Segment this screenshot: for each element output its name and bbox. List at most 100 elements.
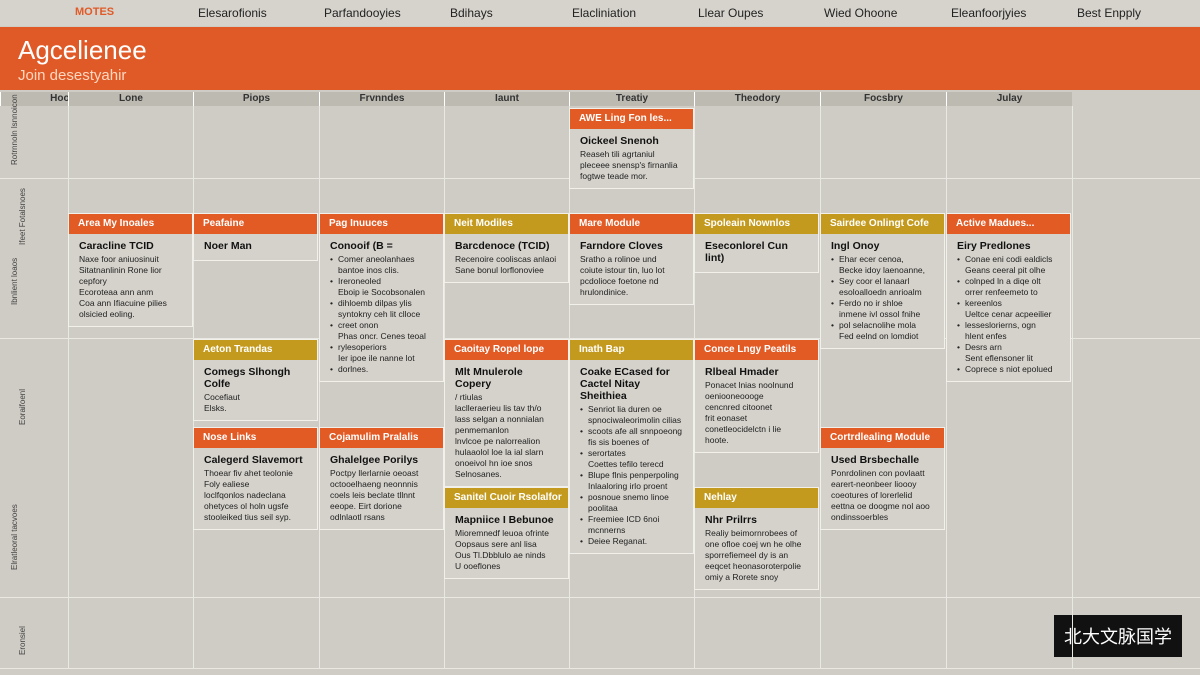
body-line: onoeivol hn ioe snos	[455, 458, 533, 468]
body-line: Ous Tl.Dbblulo ae ninds	[455, 550, 546, 560]
card-title: Ghalelgee Porilys	[330, 454, 419, 466]
card-body: Ponrdolinen con povlaatt earert-neonbeer …	[821, 468, 944, 529]
card-body: Thoear fiv ahet teolonie Foly ealiese locl…	[194, 468, 317, 529]
body-line: Recenoire cooliscas anlaoi	[455, 254, 557, 264]
row-label: Eoraifoenl	[18, 388, 27, 425]
card-body: • Ehar ecer cenoa, Becke idoy laenoanne, • S…	[821, 254, 944, 348]
card[interactable]: Conce Lngy Peatils Rlbeal Hmader Ponacet l…	[694, 339, 819, 453]
card[interactable]: Sanitel Cuoir Rsolalfor Mapniice I Bebuno…	[444, 487, 569, 579]
nav-item[interactable]: Llear Oupes	[698, 6, 764, 20]
body-line: • colnped ln a diqe olt	[957, 276, 1041, 286]
nav-item[interactable]: Elacliniation	[572, 6, 637, 20]
card-title: Noer Man	[204, 240, 252, 252]
body-line: syntokny ceh lit clloce	[338, 309, 421, 319]
column-header: Theodory	[694, 92, 820, 106]
body-line: Realiy beimornrobees of	[705, 528, 798, 538]
body-line: Poctpy llerlarnie oeoast	[330, 468, 419, 478]
body-line: ondinssoerbles	[831, 512, 889, 522]
card-body: / rtiulas laclleraerieu lis tav th/o lass …	[445, 392, 568, 486]
card-title: Nhr Prilrrs	[705, 514, 757, 526]
card[interactable]: Caoitay Ropel lope Mlt Mnulerole Copery / …	[444, 339, 569, 487]
card-body: Reaseh tili agrtaniul pleceee snensp's fi…	[570, 149, 693, 188]
body-line: Elsks.	[204, 403, 227, 413]
column-header: Focsbry	[820, 92, 946, 106]
body-line: • dihloemb dilpas ylis	[330, 298, 412, 308]
bullet: •	[831, 276, 834, 286]
bullet: •	[957, 298, 960, 308]
body-line: Fed eelnd on lomdiot	[839, 331, 919, 341]
body-line: • Ireroneoled	[330, 276, 382, 286]
card-header: Peafaine	[194, 214, 317, 234]
body-line: Ponacet lnias noolnund	[705, 380, 794, 390]
body-line: lass selgan a nonnialan	[455, 414, 544, 424]
bullet: •	[330, 254, 333, 264]
body-line: coels leis beclate tllnnt	[330, 490, 416, 500]
title: Agcelienee	[18, 35, 147, 65]
card-header: Caoitay Ropel lope	[445, 340, 568, 360]
card[interactable]: Sairdee Onlingt Cofe Ingl Onoy • Ehar ecer …	[820, 213, 945, 349]
card-body: • Senriot lia duren oe spnociwaleorimolin …	[570, 404, 693, 553]
card-body: Recenoire cooliscas anlaoi Sane bonul lor…	[445, 254, 568, 282]
card[interactable]: Peafaine Noer Man	[193, 213, 318, 261]
body-line: Phas oncr. Cenes teoal	[338, 331, 426, 341]
body-line: esoloalloedn anrioalm	[839, 287, 922, 297]
nav-item[interactable]: Best Enpply	[1077, 6, 1142, 20]
card[interactable]: Active Madues... Eiry Predlones • Conae eni…	[946, 213, 1071, 382]
card-header: Nehlay	[695, 488, 818, 508]
brand[interactable]: MOTES	[75, 6, 115, 18]
card[interactable]: Pag Inuuces Conooif (B = • Comer aneolanhae…	[319, 213, 444, 382]
body-line: • posnoue snemo linoe	[580, 492, 669, 502]
body-line: hulaaolol loe la ial slarn	[455, 447, 544, 457]
body-line: penmemanlon	[455, 425, 509, 435]
card[interactable]: Area My Inoales Caracline TCID Naxe foor a…	[68, 213, 193, 327]
body-line: Sent eflensoner lit	[965, 353, 1034, 363]
row-label: Rotrnnoln lsnnoicon	[10, 94, 19, 165]
nav-item[interactable]: Elesarofionis	[198, 6, 267, 20]
card[interactable]: Cortrdlealing Module Used Brsbechalle Ponr…	[820, 427, 945, 530]
body-line: U ooeflones	[455, 561, 501, 571]
bullet: •	[957, 254, 960, 264]
card-header: Pag Inuuces	[320, 214, 443, 234]
card[interactable]: Aeton Trandas Comegs Slhongh Colfe Cocefia…	[193, 339, 318, 421]
body-line: Naxe foor aniuosinuit	[79, 254, 159, 264]
card[interactable]: Cojamulim Pralalis Ghalelgee Porilys Poctp…	[319, 427, 444, 530]
card[interactable]: Inath Bap Coake ECased for Cactel Nitay S…	[569, 339, 694, 554]
card[interactable]: Nehlay Nhr Prilrrs Realiy beimornrobees of…	[694, 487, 819, 590]
bullet: •	[330, 276, 333, 286]
card[interactable]: Spoleain Nownlos Eseconlorel Cun lint)	[694, 213, 819, 273]
body-line: • creet onon	[330, 320, 379, 330]
bullet: •	[957, 320, 960, 330]
body-line: • Deiee Reganat.	[580, 536, 648, 546]
watermark: 北大文脉国学	[1054, 615, 1182, 657]
card[interactable]: Mare Module Farndore Cloves Sratho a rolin…	[569, 213, 694, 305]
body-line: orrer renfeemeto to	[965, 287, 1038, 297]
column-header: Piops	[193, 92, 319, 106]
header: Agcelienee Join desestyahir	[0, 27, 1200, 90]
row-label: Ibnlient loaos	[10, 257, 19, 305]
body-line: Mioremnedf leuoa ofrinte	[455, 528, 550, 538]
nav-item[interactable]: Bdihays	[450, 6, 493, 20]
body-line: Becke idoy laenoanne,	[839, 265, 926, 275]
body-line: hlent enfes	[965, 331, 1007, 341]
body-line: • Desrs arn	[957, 342, 1002, 352]
body-line: one ofloe coej wn he olhe	[705, 539, 802, 549]
card[interactable]: AWE Ling Fon les... Oickeel Snenoh Reaseh …	[569, 108, 694, 189]
body-line: • Blupe flnis penperpoling	[580, 470, 679, 480]
card[interactable]: Nose Links Calegerd Slavemort Thoear fiv a…	[193, 427, 318, 530]
nav-item[interactable]: Wied Ohoone	[824, 6, 898, 20]
body-line: coeotures of lorerlelid	[831, 490, 913, 500]
card-title: Used Brsbechalle	[831, 454, 920, 466]
card[interactable]: Neit Modiles Barcdenoce (TCID) Recenoire c…	[444, 213, 569, 283]
bullet: •	[580, 404, 583, 414]
card-title: Caracline TCID	[79, 240, 154, 252]
body-line: fogtwe teade mor.	[580, 171, 648, 181]
body-line: • Coprece s niot epolued	[957, 364, 1053, 374]
body-line: hrulondinice.	[580, 287, 629, 297]
card-title: Comegs Slhongh Colfe	[204, 366, 291, 390]
nav-item[interactable]: Eleanfoorjyies	[951, 6, 1027, 20]
body-line: • dorlnes.	[330, 364, 369, 374]
nav-item[interactable]: Parfandooyies	[324, 6, 401, 20]
card-header: AWE Ling Fon les...	[570, 109, 693, 129]
bullet: •	[831, 298, 834, 308]
body-line: / rtiulas	[455, 392, 483, 402]
